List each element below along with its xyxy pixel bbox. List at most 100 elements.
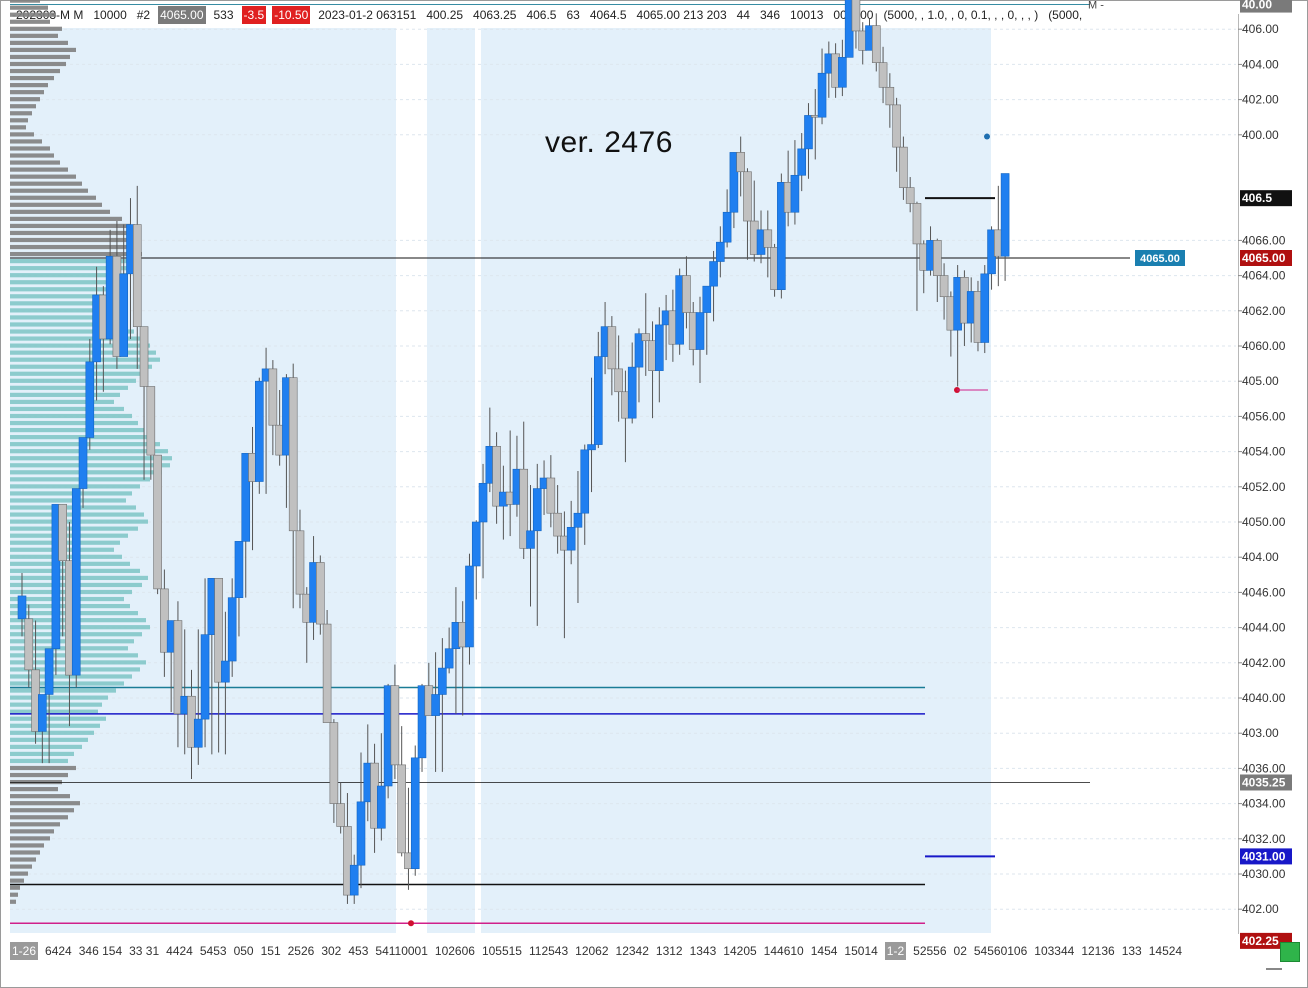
price-label-text: 402.25	[1242, 934, 1279, 948]
y-tick-label: 4064.00	[1242, 269, 1286, 283]
candle-body	[695, 312, 705, 350]
time-label: 050	[233, 944, 254, 958]
candle-body	[377, 785, 386, 829]
candle-body	[349, 864, 359, 896]
y-tick-label: 4034.00	[1242, 797, 1286, 811]
volume-profile-bar	[10, 266, 134, 271]
candle-body	[288, 377, 298, 532]
candle-body	[397, 764, 406, 854]
volume-profile-bar	[10, 153, 54, 158]
candle-body	[939, 275, 949, 298]
candle-body	[729, 152, 739, 213]
volume-profile-bar	[10, 850, 40, 855]
time-label: 6424	[45, 944, 72, 958]
volume-profile-bar	[10, 75, 54, 81]
volume-profile-bar	[10, 139, 42, 144]
candle-body	[607, 326, 617, 370]
volume-profile-bar	[10, 0, 40, 3]
volume-profile-bar	[10, 420, 138, 426]
time-label: 02	[953, 944, 967, 958]
candle-body	[587, 444, 596, 451]
price-label-text: 40.00	[1242, 0, 1272, 12]
volume-profile-bar	[10, 674, 132, 679]
volume-profile-bar	[10, 385, 128, 390]
y-tick-label: 402.00	[1242, 902, 1279, 916]
volume-profile-bar	[10, 498, 126, 503]
candle-body	[146, 386, 156, 456]
volume-profile-bar	[10, 125, 26, 130]
candle-body	[465, 565, 474, 648]
header-field-5: -3.5	[241, 6, 267, 24]
volume-profile-bar	[10, 456, 172, 461]
header-field-18: (5000, , 1.0, , 0, 0.1, , , 0, , , )	[883, 8, 1039, 22]
candle-body	[255, 380, 264, 482]
scroll-handle[interactable]	[1266, 968, 1282, 970]
time-label: 12062	[575, 944, 609, 958]
volume-profile-bar	[10, 413, 132, 419]
candle-body	[797, 148, 807, 176]
y-tick-label: 4056.00	[1242, 409, 1286, 423]
candle-body	[573, 512, 583, 528]
candle-body	[329, 722, 339, 804]
volume-profile-bar	[10, 723, 100, 728]
candle-body	[153, 454, 162, 590]
time-label: 302	[321, 944, 342, 958]
time-label: 102606	[434, 944, 475, 958]
volume-profile-bar	[10, 709, 98, 714]
volume-profile-bar	[10, 33, 58, 38]
time-label: 15014	[844, 944, 878, 958]
volume-profile-bar	[10, 118, 28, 123]
candle-body	[736, 152, 745, 173]
candle-body	[268, 368, 278, 426]
volume-profile-bar	[10, 287, 110, 292]
y-tick-label: 4062.00	[1242, 304, 1286, 318]
price-axis[interactable]	[1238, 14, 1307, 934]
time-label: 1-26	[10, 942, 39, 960]
candle-body	[892, 104, 901, 148]
header-field-4: 533	[213, 8, 234, 22]
price-label-box	[1240, 190, 1292, 207]
volume-profile-bar	[10, 864, 32, 869]
y-tick-label: 404.00	[1242, 550, 1279, 564]
price-label-box	[1240, 0, 1292, 13]
candle-body	[431, 694, 440, 716]
price-label-box	[1240, 932, 1292, 949]
volume-profile-bar	[10, 47, 76, 53]
candle-body	[532, 488, 542, 532]
volume-profile-bar	[10, 822, 60, 827]
volume-profile-bar	[10, 681, 124, 686]
volume-profile-bar	[10, 12, 56, 17]
y-tick-label: 4032.00	[1242, 832, 1286, 846]
header-field-10: 406.5	[526, 8, 557, 22]
volume-profile-bar	[10, 294, 104, 299]
y-tick-label: 403.00	[1242, 726, 1279, 740]
volume-profile-bar	[10, 188, 88, 193]
candle-body	[627, 366, 637, 419]
time-axis[interactable]: 1-26 6424 346 154 33 31 4424 5453 050 151 2526 30…	[10, 942, 1240, 962]
volume-profile-bar	[10, 132, 34, 137]
header-field-3: 4065.00	[158, 6, 206, 24]
price-label-text: 4065.00	[1242, 251, 1286, 265]
candle-body	[336, 803, 345, 827]
y-tick-label: 4052.00	[1242, 480, 1286, 494]
volume-profile-bar	[10, 329, 134, 334]
candle-body	[316, 562, 325, 625]
candle-body	[214, 578, 223, 683]
status-indicator[interactable]	[1280, 942, 1300, 962]
time-label: 103344	[1034, 944, 1075, 958]
candle-body	[444, 648, 454, 669]
volume-profile-bar	[10, 40, 68, 45]
volume-profile-bar	[10, 892, 18, 897]
candle-body	[702, 285, 712, 313]
volume-profile-bar	[10, 322, 128, 327]
volume-profile-bar	[10, 273, 128, 278]
candle-body	[716, 241, 725, 262]
volume-profile-bar	[10, 26, 62, 31]
volume-profile-bar	[10, 343, 150, 348]
candle-body	[553, 512, 562, 537]
candle-body	[471, 521, 481, 567]
y-tick-label: 400.00	[1242, 128, 1279, 142]
candle-body	[78, 437, 88, 489]
volume-profile-bar	[10, 758, 68, 764]
